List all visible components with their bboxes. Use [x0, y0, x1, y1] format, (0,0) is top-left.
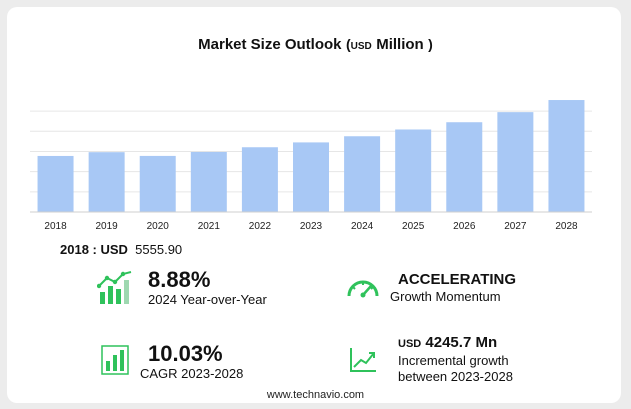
bar-2024 [344, 136, 381, 212]
title-unit: Million [376, 36, 424, 53]
base-year-label: 2018 : USD [60, 242, 128, 257]
bar-chart-icon [101, 345, 129, 375]
bar-2023 [293, 142, 329, 212]
x-tick-label: 2022 [249, 221, 272, 232]
title-paren-close: ) [428, 36, 433, 52]
x-tick-label: 2025 [402, 221, 425, 232]
bar-2028 [548, 100, 585, 212]
x-tick-label: 2024 [351, 221, 374, 232]
bar-2022 [241, 147, 278, 212]
bar-2026 [446, 122, 483, 212]
x-tick-label: 2023 [300, 221, 323, 232]
kpi-yoy-label: 2024 Year-over-Year [148, 292, 267, 307]
kpi-incremental-value: 4245.7 Mn [425, 334, 498, 351]
x-tick-label: 2020 [147, 221, 170, 232]
x-tick-label: 2021 [198, 221, 221, 232]
speedometer-icon [347, 280, 379, 298]
bar-2018 [37, 155, 74, 212]
x-tick-label: 2019 [96, 221, 119, 232]
kpi-cagr-value: 10.03% [148, 341, 223, 366]
x-tick-label: 2018 [44, 221, 67, 232]
kpi-momentum: ACCELERATING Growth Momentum [390, 271, 517, 305]
bar-2025 [395, 129, 432, 212]
kpi-incremental: USD 4245.7 Mn Incremental growth between… [398, 334, 513, 385]
kpi-cagr: 10.03% CAGR 2023-2028 [140, 341, 243, 382]
kpi-incremental-currency: USD [398, 338, 422, 350]
line-chart-icon [350, 348, 376, 372]
base-year-value: 2018 : USD 5555.90 [60, 242, 182, 257]
bar-2020 [139, 155, 176, 212]
kpi-momentum-value: ACCELERATING [398, 271, 517, 288]
x-tick-label: 2027 [504, 221, 527, 232]
title-currency: USD [350, 41, 372, 52]
bar-2021 [190, 151, 227, 212]
bar-2027 [497, 112, 534, 212]
kpi-incremental-label-line2: between 2023-2028 [398, 369, 513, 384]
kpi-yoy: 8.88% 2024 Year-over-Year [148, 268, 267, 308]
title-main: Market Size Outlook [198, 36, 342, 53]
kpi-momentum-label: Growth Momentum [390, 289, 501, 304]
bar-growth-icon [97, 271, 132, 304]
title-paren-open: ( [345, 36, 351, 52]
footer-url: www.technavio.com [266, 389, 365, 401]
kpi-yoy-value: 8.88% [148, 267, 211, 292]
bar-chart: 2018 2019 2020 2021 2022 2023 2024 2025 2026 2027… [30, 100, 592, 232]
bar-2019 [88, 152, 125, 212]
base-year-number: 5555.90 [135, 242, 183, 257]
kpi-cagr-label: CAGR 2023-2028 [140, 366, 244, 381]
x-tick-label: 2026 [453, 221, 476, 232]
chart-title: Market Size Outlook (USD Million ) [0, 36, 631, 54]
x-tick-label: 2028 [555, 221, 578, 232]
kpi-incremental-label-line1: Incremental growth [398, 353, 509, 368]
